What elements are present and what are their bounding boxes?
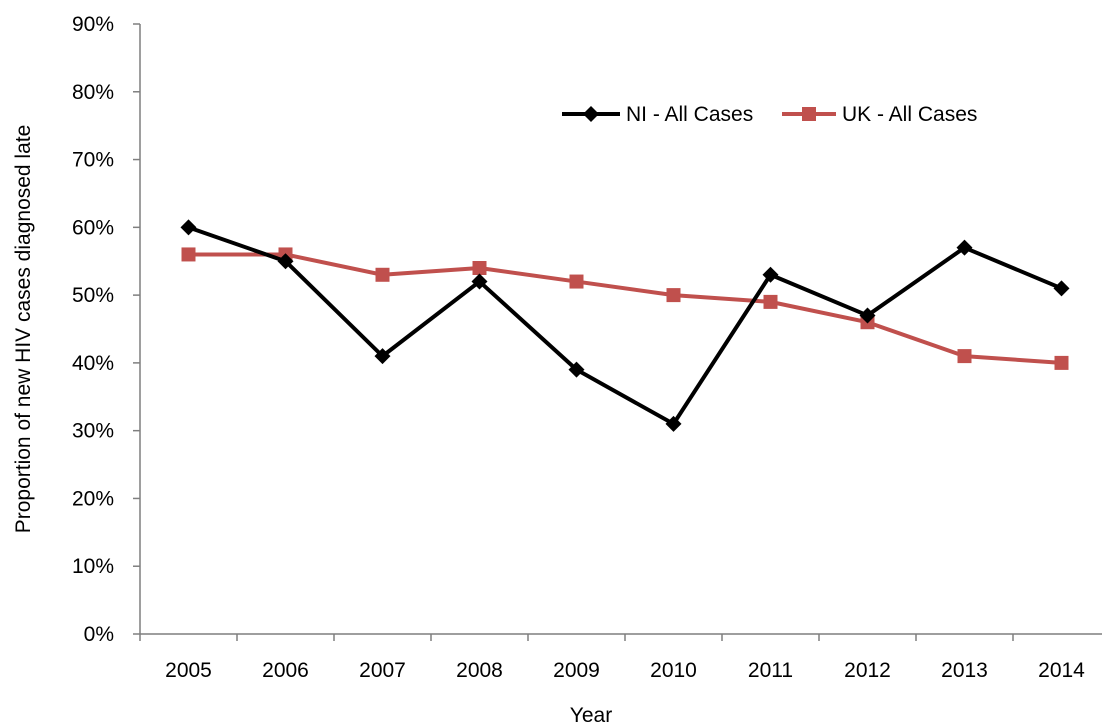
y-tick-label: 60%	[72, 216, 114, 239]
y-axis-title: Proportion of new HIV cases diagnosed la…	[12, 125, 35, 534]
data-point-uk	[666, 288, 681, 303]
series-layer	[180, 219, 1070, 432]
legend-square-marker	[802, 107, 816, 121]
y-tick-label: 80%	[72, 81, 114, 104]
x-tick-label: 2005	[165, 659, 212, 682]
x-axis-title: Year	[570, 704, 612, 726]
data-point-ni	[762, 266, 779, 283]
x-tick-label: 2008	[456, 659, 503, 682]
data-point-ni	[1053, 280, 1070, 297]
y-tick-label: 30%	[72, 420, 114, 443]
x-tick-label: 2013	[941, 659, 988, 682]
y-ticks: 0% 10% 20% 30% 40% 50% 60% 70% 80% 90%	[72, 13, 140, 646]
legend-label-uk: UK - All Cases	[842, 103, 977, 126]
x-tick-label: 2011	[748, 659, 793, 682]
y-tick-label: 10%	[72, 555, 114, 578]
data-point-ni	[374, 348, 391, 365]
y-tick-label: 50%	[72, 284, 114, 307]
x-tick-label: 2014	[1038, 659, 1085, 682]
data-point-uk	[181, 247, 196, 262]
x-tick-label: 2007	[359, 659, 406, 682]
legend: NI - All Cases UK - All Cases	[562, 103, 977, 126]
data-point-ni	[180, 219, 197, 236]
data-point-uk	[472, 261, 487, 275]
x-tick-label: 2006	[262, 659, 309, 682]
data-point-ni	[471, 273, 488, 290]
y-tick-label: 20%	[72, 487, 114, 510]
data-point-uk	[375, 267, 390, 282]
legend-item-ni: NI - All Cases	[562, 103, 753, 126]
series-line-uk	[188, 252, 1062, 365]
legend-diamond-marker	[583, 106, 599, 122]
data-point-ni	[277, 253, 294, 270]
data-point-uk	[1054, 355, 1069, 370]
legend-item-uk: UK - All Cases	[782, 103, 977, 126]
data-point-uk	[763, 294, 778, 309]
x-tick-label: 2009	[553, 659, 600, 682]
data-point-uk	[569, 274, 584, 289]
data-point-uk	[957, 349, 972, 364]
x-tick-label: 2010	[650, 659, 697, 682]
data-point-ni	[568, 361, 585, 378]
data-point-ni	[956, 239, 973, 256]
y-tick-label: 40%	[72, 352, 114, 375]
y-tick-label: 90%	[72, 13, 114, 36]
y-tick-label: 0%	[84, 623, 114, 646]
data-point-ni	[665, 415, 682, 432]
x-ticks: 2005 2006 2007 2008 2009 2010 2011 2012 2013 2014	[139, 634, 1085, 682]
x-tick-label: 2012	[844, 659, 891, 682]
series-line-ni	[187, 225, 1063, 426]
legend-label-ni: NI - All Cases	[626, 103, 753, 126]
data-point-ni	[859, 307, 876, 324]
y-tick-label: 70%	[72, 149, 114, 172]
